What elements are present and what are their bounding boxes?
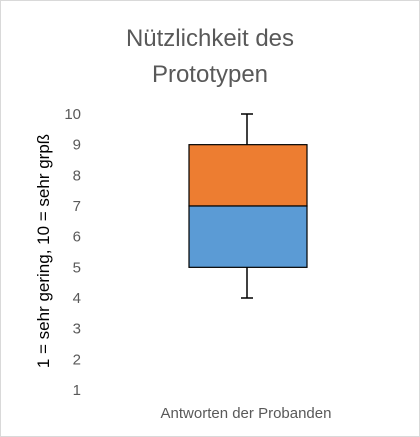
- y-tick-label: 8: [73, 167, 81, 184]
- y-tick-label: 1: [73, 382, 81, 399]
- y-tick-label: 5: [73, 259, 81, 276]
- lower-box-segment: [188, 205, 308, 268]
- y-tick-label: 9: [73, 137, 81, 154]
- y-tick-label: 2: [73, 351, 81, 368]
- upper-box-segment: [188, 144, 308, 207]
- y-axis-title: 1 = sehr gering, 10 = sehr grpß: [34, 134, 53, 368]
- box-layer: [188, 113, 308, 299]
- y-tick-label: 4: [73, 290, 81, 307]
- chart-title-line-2: Prototypen: [152, 61, 268, 88]
- y-tick-label: 3: [73, 321, 81, 338]
- y-axis-ticks: 1 2 3 4 5 6 7 8 9 10: [64, 106, 81, 399]
- y-tick-label: 10: [64, 106, 81, 123]
- chart-title-line-1: Nützlichkeit des: [126, 25, 294, 52]
- x-category-label: Antworten der Probanden: [161, 405, 332, 422]
- y-tick-label: 7: [73, 198, 81, 215]
- y-tick-label: 6: [73, 229, 81, 246]
